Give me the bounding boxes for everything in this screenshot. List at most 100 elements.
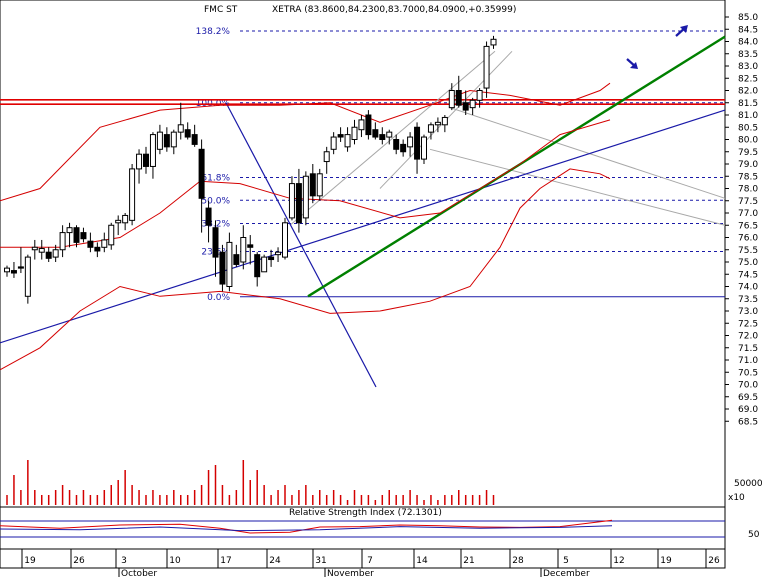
candle-body (476, 90, 483, 101)
candle-body (45, 251, 52, 259)
y-tick-label: 71.5 (738, 344, 758, 354)
y-tick-label: 74.5 (738, 270, 758, 280)
y-tick-label: 70.0 (738, 381, 758, 391)
y-tick-label: 73.5 (738, 295, 758, 305)
channel-line (449, 107, 726, 199)
candle-body (302, 175, 309, 219)
channel-line (429, 148, 726, 226)
x-month-label: October (121, 569, 157, 577)
y-tick-label: 85.0 (738, 13, 758, 23)
arrow-up-right-icon (675, 25, 688, 37)
candle-body (66, 227, 73, 234)
fib-label: 61.8% (201, 173, 230, 183)
y-tick-label: 72.0 (738, 332, 758, 342)
x-day-label: 24 (269, 556, 281, 566)
candle-body (129, 168, 136, 221)
x-day-label: 19 (24, 556, 36, 566)
candle-body (226, 241, 233, 287)
candle-body (247, 244, 254, 248)
rsi-line (0, 519, 613, 534)
candle-body (87, 240, 94, 248)
y-tick-label: 72.5 (738, 319, 758, 329)
y-tick-label: 81.0 (738, 111, 758, 121)
candle-body (115, 219, 122, 224)
candle-body (351, 126, 358, 140)
trend-line-blue (225, 102, 377, 388)
y-tick-label: 69.0 (738, 405, 758, 415)
candle-body (407, 136, 414, 148)
candle-body (10, 270, 17, 274)
candle-body (379, 134, 386, 141)
rsi-scale-label: 50 (748, 530, 760, 540)
candle-body (386, 131, 393, 138)
candle-body (170, 131, 177, 148)
y-tick-label: 75.5 (738, 246, 758, 256)
y-tick-label: 76.5 (738, 221, 758, 231)
candle-body (421, 136, 427, 160)
candle-body (427, 124, 434, 133)
candle-body (73, 227, 80, 243)
fib-label: 138.2% (196, 27, 231, 37)
y-tick-label: 81.5 (738, 99, 758, 109)
candle-body (143, 153, 149, 167)
candle-body (149, 134, 156, 167)
bollinger-lower (0, 168, 611, 371)
candle-body (24, 256, 31, 297)
x-axis: 19 26 3 10 17 24 31 7 14 21 28 5 12 19 26 October Novemb… (21, 549, 720, 577)
candle-body (184, 129, 191, 138)
y-tick-label: 70.5 (738, 368, 758, 378)
candle-body (323, 151, 330, 163)
rsi-label: Relative Strength Index (72.1301) (289, 508, 442, 518)
candle-body (38, 248, 45, 253)
candle-body (94, 246, 101, 252)
channel-line (289, 50, 496, 226)
rsi-signal-line (0, 525, 613, 532)
y-tick-label: 76.0 (738, 234, 758, 244)
y-tick-label: 78.0 (738, 185, 758, 195)
candle-body (240, 237, 247, 263)
y-tick-label: 80.5 (738, 123, 758, 133)
y-tick-label: 74.0 (738, 283, 758, 293)
y-tick-label: 80.0 (738, 136, 758, 146)
chart-symbol: FMC ST (204, 5, 238, 15)
y-tick-label: 79.5 (738, 148, 758, 158)
y-tick-label: 84.5 (738, 25, 758, 35)
candle-body (316, 173, 323, 197)
y-tick-label: 75.0 (738, 258, 758, 268)
fib-label: 50.0% (201, 196, 230, 206)
x-day-label: 3 (121, 556, 127, 566)
y-tick-label: 68.5 (738, 417, 758, 427)
bollinger-middle (0, 119, 611, 248)
x-month-label: December (543, 569, 590, 577)
chart-quote: XETRA (83.8600,84.2300,83.7000,84.0900,+… (272, 5, 516, 15)
candle-body (455, 90, 462, 106)
arrow-down-right-icon (626, 58, 638, 69)
candle-body (108, 224, 115, 246)
volume-scale-label: 50000 (734, 479, 763, 489)
volume-unit-label: x10 (728, 493, 745, 503)
candle-body (122, 214, 129, 224)
candle-body (212, 227, 219, 258)
candle-body (261, 256, 268, 273)
candlestick-series (4, 35, 497, 304)
candle-body (233, 254, 240, 265)
candle-body (469, 99, 476, 109)
candle-body (268, 256, 275, 261)
x-day-label: 14 (416, 556, 428, 566)
bollinger-upper (0, 82, 611, 202)
candle-body (101, 239, 108, 248)
candle-body (163, 134, 170, 148)
y-tick-label: 77.5 (738, 197, 758, 207)
candle-body (337, 134, 344, 138)
y-tick-label: 82.5 (738, 74, 758, 84)
y-tick-label: 79.0 (738, 160, 758, 170)
x-day-label: 17 (220, 556, 231, 566)
rsi-panel: 50 (0, 519, 760, 540)
candle-body (483, 45, 490, 89)
x-day-label: 31 (315, 556, 326, 566)
y-tick-label: 73.0 (738, 307, 758, 317)
candle-body (393, 139, 400, 150)
y-tick-label: 69.5 (738, 393, 758, 403)
trend-line-blue (0, 109, 726, 344)
